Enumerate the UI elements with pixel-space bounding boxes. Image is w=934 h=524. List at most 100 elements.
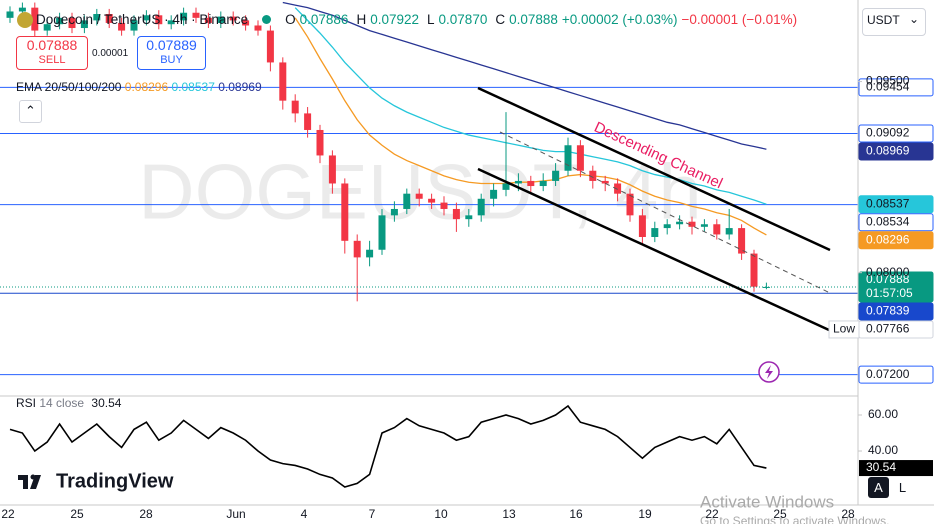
- candle-body: [527, 180, 535, 187]
- spread: 0.00001: [92, 48, 129, 59]
- price-tag: [858, 195, 934, 214]
- h-value: 0.07922: [370, 12, 420, 27]
- low-label-box: [828, 320, 860, 339]
- x-tick-label: Jun: [226, 507, 245, 521]
- l-value: 0.07870: [438, 12, 488, 27]
- candle-body: [415, 193, 423, 199]
- candle-body: [477, 198, 485, 216]
- candle-body: [353, 240, 361, 258]
- watermark: DOGEUSDT, 4h: [138, 148, 701, 236]
- candle-body: [576, 145, 584, 171]
- price-tag-label: 0.09092: [866, 126, 910, 140]
- rsi-pane: [9, 404, 767, 488]
- ema-value: 0.08969: [218, 80, 262, 94]
- candle-body: [688, 221, 696, 227]
- os-notice-title: Activate Windows: [700, 492, 834, 511]
- candle-body: [217, 16, 225, 23]
- price-tag: [858, 271, 934, 303]
- rsi-tick-label: 40.00: [868, 443, 898, 457]
- c-value: 0.07888: [509, 12, 558, 27]
- candle-body: [440, 202, 448, 209]
- candle-body: [676, 221, 684, 225]
- sell-label: SELL: [38, 54, 66, 66]
- candle-body: [31, 7, 39, 31]
- candle-body: [328, 155, 336, 184]
- candle-body: [130, 20, 138, 31]
- currency: USDT: [867, 13, 900, 27]
- price-tag-label: 0.07200: [866, 367, 910, 381]
- candle-body: [93, 14, 101, 21]
- logo-mark: [18, 475, 41, 489]
- x-tick-label: 7: [369, 507, 376, 521]
- x-tick-label: 25: [773, 507, 787, 521]
- channel-upper: [477, 86, 831, 252]
- y-tick-label: 0.09500: [866, 74, 910, 88]
- price-tag-label: 0.08534: [866, 214, 910, 228]
- x-tick-label: 19: [638, 507, 652, 521]
- x-tick-label: 13: [502, 507, 516, 521]
- price-tag-label: 0.09454: [866, 80, 910, 94]
- candle-body: [378, 215, 386, 250]
- channel-lower: [477, 167, 830, 332]
- auto-scale-button[interactable]: A: [868, 477, 889, 498]
- candle-body: [589, 170, 597, 181]
- candle-body: [291, 100, 299, 114]
- collapse-button[interactable]: ⌃: [19, 100, 42, 123]
- x-tick-label: 22: [1, 507, 15, 521]
- rsi-tick-label: 60.00: [868, 407, 898, 421]
- candle-body: [713, 224, 721, 235]
- candle-body: [341, 183, 349, 241]
- price-tag: [858, 231, 934, 250]
- candle-body: [700, 224, 708, 227]
- ema-value: 0.08537: [171, 80, 215, 94]
- x-tick-label: 10: [434, 507, 448, 521]
- coin-icon: [17, 12, 33, 28]
- candle-body: [155, 15, 163, 25]
- candle-body: [738, 228, 746, 254]
- candle-body: [663, 224, 671, 229]
- candle-body: [43, 24, 51, 31]
- rsi-params: 14 close: [39, 396, 85, 410]
- price-tag: [858, 213, 934, 232]
- log-scale-button[interactable]: L: [898, 480, 907, 495]
- change: +0.00002 (+0.03%): [561, 12, 678, 27]
- candle-body: [142, 15, 150, 21]
- rsi-tag: [859, 460, 933, 477]
- currency-select[interactable]: USDT ⌄: [862, 8, 926, 36]
- x-tick-label: 25: [70, 507, 84, 521]
- channel-mid: [499, 131, 831, 294]
- c-label: C: [495, 12, 506, 27]
- candle-body: [552, 170, 560, 181]
- price-tag-label: 0.08537: [866, 196, 910, 210]
- sell-button[interactable]: 0.07888 SELL: [16, 36, 88, 70]
- candle-body: [6, 11, 14, 18]
- candle-body: [626, 193, 634, 216]
- ema-line: [294, 7, 767, 205]
- candle-body: [68, 17, 76, 29]
- candle-body: [638, 215, 646, 237]
- ema-line: [282, 1, 767, 150]
- ema-value: 0.08296: [124, 80, 169, 94]
- candle-body: [56, 17, 64, 25]
- candle-body: [390, 208, 398, 216]
- alert-bolt: [765, 365, 773, 379]
- candle-body: [254, 25, 262, 31]
- logo-text: TradingView: [56, 470, 174, 492]
- candle-body: [80, 20, 88, 29]
- rsi-name: RSI: [16, 396, 37, 410]
- candle-body: [725, 228, 733, 235]
- o-value: 0.07886: [299, 12, 349, 27]
- price-tag: [858, 124, 934, 143]
- candle-body: [18, 7, 26, 12]
- candle-body: [279, 62, 287, 101]
- buy-button[interactable]: 0.07889 BUY: [137, 36, 206, 70]
- x-tick-label: 16: [569, 507, 583, 521]
- logo-dot: [30, 474, 36, 480]
- l-label: L: [427, 12, 435, 27]
- os-notice-text: Go to Settings to activate Windows.: [700, 514, 889, 524]
- candle-body: [514, 180, 522, 184]
- candle-body: [601, 180, 609, 184]
- rsi-line: [9, 404, 767, 488]
